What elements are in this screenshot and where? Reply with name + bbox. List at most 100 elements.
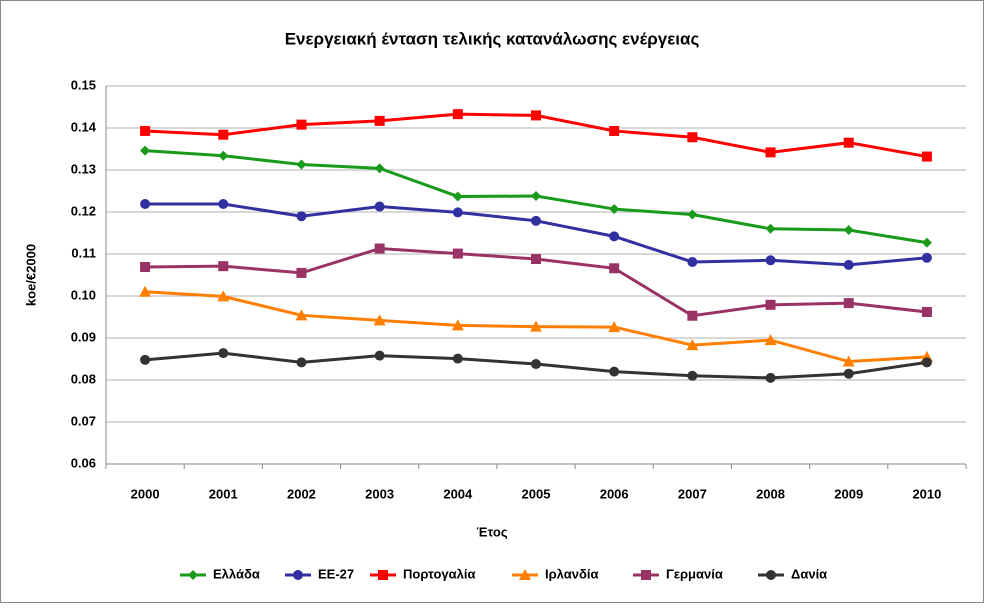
data-point [140,262,151,273]
x-tick-label: 2009 [834,486,863,501]
legend-label: Δανία [791,566,827,581]
x-tick-label: 2010 [912,486,941,501]
data-point [765,372,776,383]
legend-marker [378,570,388,580]
data-point [531,254,541,265]
data-point [921,306,932,317]
legend-marker [641,570,651,580]
data-point [843,225,854,236]
data-point [373,314,386,326]
data-point [843,259,854,270]
data-point [296,211,307,222]
data-point [296,119,307,130]
legend-marker [293,570,303,580]
data-point [608,321,621,333]
x-tick-label: 2001 [209,486,238,501]
data-point [452,109,463,120]
data-point [764,334,777,346]
legend-marker [188,570,198,580]
data-point [140,199,151,210]
data-point [531,191,541,202]
data-point [687,310,698,321]
data-point [218,150,229,161]
data-point [843,368,854,379]
data-point [140,354,151,365]
y-tick-label: 0.14 [71,119,97,134]
data-point [609,263,620,274]
y-tick-label: 0.09 [71,329,96,344]
data-point [140,125,151,136]
data-point [374,201,385,212]
data-point [139,285,152,297]
data-point [451,319,464,331]
y-tick-label: 0.12 [71,203,96,218]
legend-marker [519,569,531,580]
data-point [842,355,855,367]
x-axis-title: Έτος [476,524,507,539]
data-point [452,191,463,202]
y-tick-label: 0.08 [71,371,96,386]
y-tick-label: 0.13 [71,161,96,176]
data-point [531,359,541,370]
data-point [218,348,229,359]
data-point [843,137,854,148]
data-point [296,267,307,278]
data-point [609,204,620,215]
data-point [686,339,699,351]
legend-label: Γερμανία [666,566,723,581]
data-point [296,357,307,368]
data-point [687,132,698,143]
x-tick-label: 2004 [443,486,473,501]
legend-marker [766,570,776,580]
legend-label: Ελλάδα [213,566,260,581]
data-point [921,357,932,368]
data-point [140,145,151,156]
x-tick-label: 2008 [756,486,785,501]
data-point [374,350,385,361]
data-point [921,237,932,248]
data-point [687,209,698,220]
data-point [530,320,542,332]
y-tick-label: 0.11 [71,245,96,260]
chart-title: Ενεργειακή ένταση τελικής κατανάλωσης εν… [285,29,700,48]
data-point [374,163,385,174]
x-tick-label: 2002 [287,486,316,501]
data-point [687,370,698,381]
data-point [765,299,776,310]
data-point [217,290,230,302]
data-point [452,248,463,259]
data-point [609,231,620,242]
legend-label: Ιρλανδία [545,566,598,581]
data-point [452,353,463,364]
data-point [843,298,854,309]
data-point [374,243,385,254]
x-tick-label: 2005 [522,486,551,501]
data-point [531,110,541,121]
data-point [452,207,463,218]
x-tick-label: 2003 [365,486,394,501]
data-point [531,215,541,226]
data-point [218,199,229,210]
y-tick-label: 0.06 [71,455,96,470]
data-point [609,125,620,136]
data-point [765,147,776,158]
x-tick-label: 2007 [678,486,707,501]
y-tick-label: 0.07 [71,413,96,428]
legend-label: ΕΕ-27 [318,566,354,581]
data-point [218,261,229,272]
data-point [374,115,385,126]
x-tick-label: 2000 [131,486,160,501]
y-axis-title: koe/€2000 [23,244,38,306]
y-tick-label: 0.10 [71,287,96,302]
y-tick-label: 0.15 [71,77,96,92]
data-point [218,129,229,140]
data-point [609,366,620,377]
data-point [295,309,308,321]
data-point [765,255,776,266]
data-point [921,252,932,263]
legend-label: Πορτογαλία [403,566,475,581]
data-point [687,256,698,267]
data-point [921,151,932,162]
